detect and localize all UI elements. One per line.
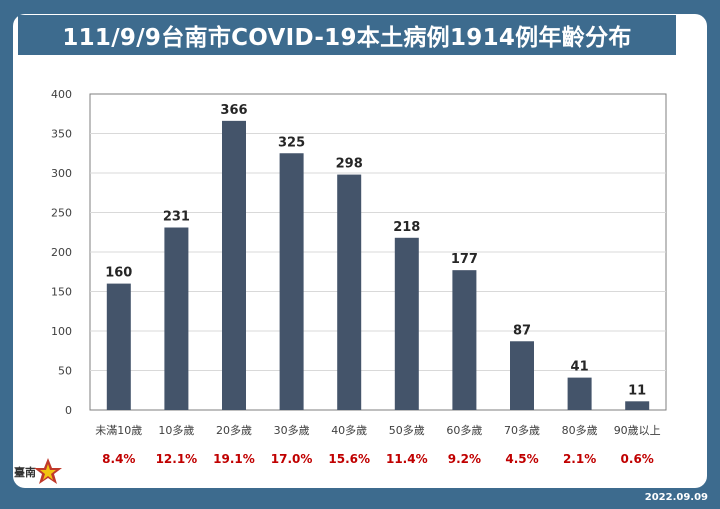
percent-label: 17.0%: [271, 452, 313, 466]
data-label: 218: [393, 220, 420, 235]
bar: [567, 377, 592, 410]
y-tick-label: 350: [51, 128, 72, 141]
data-label: 325: [278, 135, 305, 150]
percent-label: 12.1%: [156, 452, 198, 466]
x-tick-label: 30多歲: [274, 423, 310, 437]
percent-label: 0.6%: [621, 452, 654, 466]
y-tick-label: 200: [51, 246, 72, 259]
x-tick-label: 50多歲: [389, 423, 425, 437]
bar: [394, 237, 419, 410]
data-label: 231: [163, 210, 190, 225]
date-stamp: 2022.09.09: [644, 492, 708, 503]
data-label: 41: [571, 360, 589, 375]
y-tick-label: 300: [51, 167, 72, 180]
percent-label: 15.6%: [328, 452, 370, 466]
bar: [452, 270, 477, 410]
logo-text: 臺南: [14, 465, 36, 479]
y-tick-label: 250: [51, 207, 72, 220]
bar: [164, 227, 189, 410]
x-tick-label: 40多歲: [331, 423, 367, 437]
y-tick-label: 400: [51, 88, 72, 101]
x-tick-label: 未滿10歲: [95, 423, 142, 437]
data-label: 160: [105, 266, 132, 281]
x-tick-label: 60多歲: [446, 423, 482, 437]
bar: [337, 174, 362, 410]
chart-title: 111/9/9台南市COVID-19本土病例1914例年齡分布: [18, 15, 676, 55]
percent-label: 8.4%: [102, 452, 135, 466]
percent-label: 11.4%: [386, 452, 428, 466]
y-tick-label: 0: [65, 404, 72, 417]
bar: [222, 120, 246, 411]
x-tick-label: 20多歲: [216, 423, 252, 437]
bar: [625, 401, 650, 410]
data-label: 11: [628, 383, 646, 398]
data-label: 177: [451, 252, 478, 267]
bar: [279, 153, 304, 410]
percent-label: 2.1%: [563, 452, 596, 466]
y-tick-label: 150: [51, 286, 72, 299]
x-tick-label: 10多歲: [158, 423, 194, 437]
x-tick-label: 80多歲: [562, 423, 598, 437]
x-tick-label: 70多歲: [504, 423, 540, 437]
tainan-logo: 臺南: [14, 458, 62, 484]
data-label: 366: [220, 103, 247, 118]
bar: [106, 283, 131, 410]
percent-label: 19.1%: [213, 452, 255, 466]
percent-label: 9.2%: [448, 452, 481, 466]
percent-label: 4.5%: [505, 452, 538, 466]
data-label: 87: [513, 323, 531, 338]
y-tick-label: 100: [51, 325, 72, 338]
x-tick-label: 90歲以上: [614, 423, 661, 437]
data-label: 298: [336, 157, 363, 172]
bar: [510, 341, 534, 410]
y-tick-label: 50: [58, 365, 72, 378]
